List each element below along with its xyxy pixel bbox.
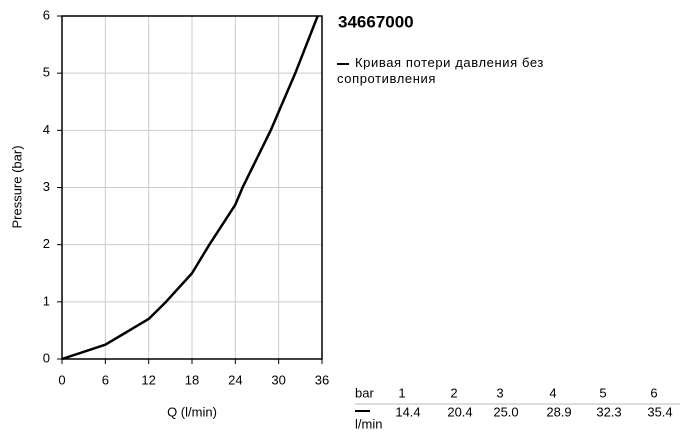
- y-tick-label: 1: [43, 293, 50, 308]
- table-flow: 32.3: [596, 404, 621, 419]
- table-pressure-label: bar: [355, 385, 374, 400]
- table-flow: 14.4: [395, 404, 420, 419]
- y-tick-label: 4: [43, 122, 50, 137]
- table-pressure: 5: [599, 385, 606, 400]
- x-tick-label: 24: [228, 372, 242, 387]
- y-tick-label: 0: [43, 350, 50, 365]
- table-pressure: 3: [496, 385, 503, 400]
- x-tick-label: 36: [315, 372, 329, 387]
- table-flow: 35.4: [647, 404, 672, 419]
- plot-frame: [61, 15, 323, 360]
- legend: Кривая потери давления без сопротивления: [337, 55, 577, 87]
- x-tick-label: 6: [102, 372, 109, 387]
- x-axis-label: Q (l/min): [167, 404, 217, 419]
- chart-title: 34667000: [338, 12, 414, 31]
- legend-swatch: [337, 62, 349, 65]
- table-pressure: 2: [450, 385, 457, 400]
- table-flow: 25.0: [493, 404, 518, 419]
- y-axis-label: Pressure (bar): [9, 145, 24, 228]
- y-tick-label: 3: [43, 179, 50, 194]
- y-tick-label: 2: [43, 236, 50, 251]
- table-flow-label: l/min: [355, 416, 382, 431]
- x-tick-label: 12: [141, 372, 155, 387]
- legend-label: Кривая потери давления без сопротивления: [337, 55, 544, 86]
- table-pressure: 4: [549, 385, 556, 400]
- x-tick-label: 30: [271, 372, 285, 387]
- table-flow: 28.9: [546, 404, 571, 419]
- data-line: [61, 15, 319, 361]
- x-tick-label: 0: [58, 372, 65, 387]
- table-pressure: 6: [650, 385, 657, 400]
- table-flow: 20.4: [447, 404, 472, 419]
- y-tick-label: 5: [43, 65, 50, 80]
- y-tick-label: 6: [43, 7, 50, 22]
- x-tick-label: 18: [185, 372, 199, 387]
- table-pressure: 1: [398, 385, 405, 400]
